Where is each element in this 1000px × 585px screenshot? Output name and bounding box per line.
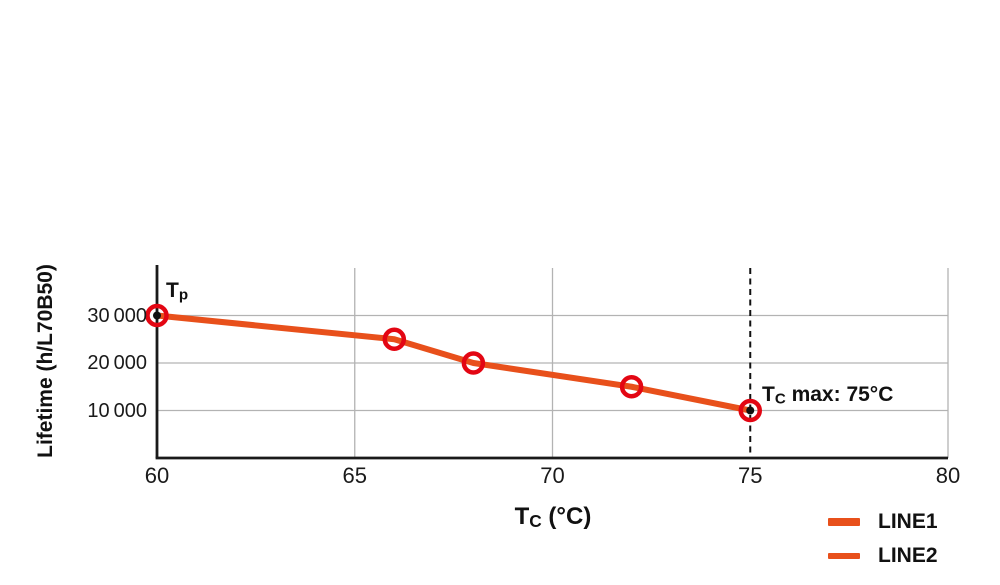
y-tick-label: 10 000 [87, 399, 147, 422]
y-tick-label: 30 000 [87, 304, 147, 327]
legend-item-line2: LINE2 [828, 542, 938, 570]
annotation-tc-max-rest: max: 75°C [785, 383, 894, 406]
x-tick-label: 70 [540, 463, 565, 488]
legend-swatch-line2 [828, 553, 860, 559]
data-point-marker [382, 327, 407, 351]
data-point-marker [461, 351, 486, 375]
x-axis-title: TC (°C) [453, 503, 653, 532]
x-axis-title-rest: (°C) [541, 503, 592, 530]
annotation-tc-max: TC max: 75°C [762, 383, 893, 408]
series-line-line1 [154, 312, 754, 414]
annotation-tp-main: T [166, 279, 179, 302]
x-axis-title-subscript: C [529, 511, 542, 532]
x-tick-label: 80 [935, 463, 961, 488]
annotation-tp-subscript: p [178, 286, 189, 304]
data-point-marker [738, 398, 762, 423]
x-tick-label: 75 [738, 463, 763, 488]
data-point-marker [619, 375, 644, 399]
x-tick-label: 65 [342, 463, 367, 488]
annotation-tp: Tp [166, 279, 188, 304]
x-tick-label: 60 [144, 463, 170, 488]
x-axis-title-main: T [514, 503, 530, 530]
data-point-dot [153, 311, 161, 320]
annotation-tc-max-main: T [762, 383, 775, 406]
legend: LINE1 LINE2 [828, 508, 938, 570]
annotation-tc-max-subscript: C [774, 390, 786, 408]
legend-label-line1: LINE1 [878, 510, 938, 533]
legend-item-line1: LINE1 [828, 508, 938, 536]
data-point-dot [746, 406, 755, 415]
data-point-marker [145, 303, 169, 328]
legend-swatch-line1 [828, 518, 860, 526]
y-tick-label: 20 000 [87, 352, 147, 374]
legend-label-line2: LINE2 [878, 544, 938, 567]
